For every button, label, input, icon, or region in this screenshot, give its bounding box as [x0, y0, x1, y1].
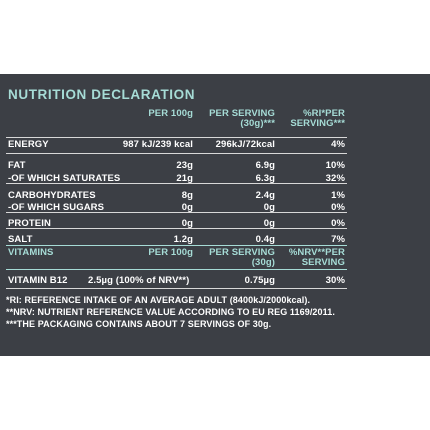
value-cell: 1.2g [173, 234, 193, 245]
row-label: CARBOHYDRATES [8, 190, 96, 201]
footnote: **NRV: NUTRIENT REFERENCE VALUE ACCORDIN… [6, 307, 335, 317]
value-cell: 0% [331, 202, 345, 213]
value-cell: 0g [181, 218, 193, 229]
column-header: PER SERVING [209, 108, 275, 119]
row-label: PROTEIN [8, 218, 51, 229]
value-cell: 7% [331, 234, 345, 245]
column-header: %RI*PER [303, 108, 345, 119]
column-header: PER 100g [148, 247, 193, 258]
value-cell: 6.3g [255, 173, 275, 184]
value-cell: 8g [181, 190, 193, 201]
value-cell: 0.75µg [244, 275, 275, 286]
footnote: ***THE PACKAGING CONTAINS ABOUT 7 SERVIN… [6, 319, 272, 329]
value-cell: 32% [325, 173, 345, 184]
column-header: VITAMINS [8, 247, 54, 258]
divider [6, 212, 347, 213]
value-cell: 296kJ/72kcal [215, 139, 275, 150]
value-cell: 0.4g [255, 234, 275, 245]
divider [6, 153, 347, 154]
value-cell: 23g [176, 160, 193, 171]
value-cell: 0% [331, 218, 345, 229]
column-header: %NRV**PER [288, 247, 345, 258]
divider [6, 228, 347, 229]
nutrition-panel: NUTRITION DECLARATION PER 100g PER SERVIN… [0, 74, 430, 356]
divider [6, 137, 347, 138]
title: NUTRITION DECLARATION [8, 87, 196, 102]
divider [6, 183, 347, 184]
value-cell: 987 kJ/239 kcal [122, 139, 193, 150]
column-header: SERVING [301, 257, 345, 268]
row-label: SALT [8, 234, 33, 245]
value-cell: 1% [331, 190, 345, 201]
divider [6, 288, 347, 289]
footnote: *RI: REFERENCE INTAKE OF AN AVERAGE ADUL… [6, 295, 311, 305]
value-cell: 0g [181, 202, 193, 213]
value-cell: 2.5µg (100% of NRV**) [88, 275, 190, 286]
row-label: FAT [8, 160, 26, 171]
value-cell: 4% [331, 139, 345, 150]
row-label: VITAMIN B12 [8, 275, 68, 286]
value-cell: 10% [325, 160, 345, 171]
value-cell: 21g [176, 173, 193, 184]
divider [6, 245, 347, 246]
row-label: -OF WHICH SATURATES [8, 173, 121, 184]
row-label: -OF WHICH SUGARS [8, 202, 105, 213]
value-cell: 0g [263, 202, 275, 213]
column-header: PER 100g [148, 108, 193, 119]
row-label: ENERGY [8, 139, 49, 150]
column-header: PER SERVING [209, 247, 275, 258]
value-cell: 2.4g [255, 190, 275, 201]
column-header: (30g)*** [240, 118, 275, 129]
column-header: (30g) [251, 257, 275, 268]
column-header: SERVING*** [290, 118, 345, 129]
value-cell: 30% [325, 275, 345, 286]
divider [6, 269, 347, 270]
value-cell: 6.9g [255, 160, 275, 171]
value-cell: 0g [263, 218, 275, 229]
